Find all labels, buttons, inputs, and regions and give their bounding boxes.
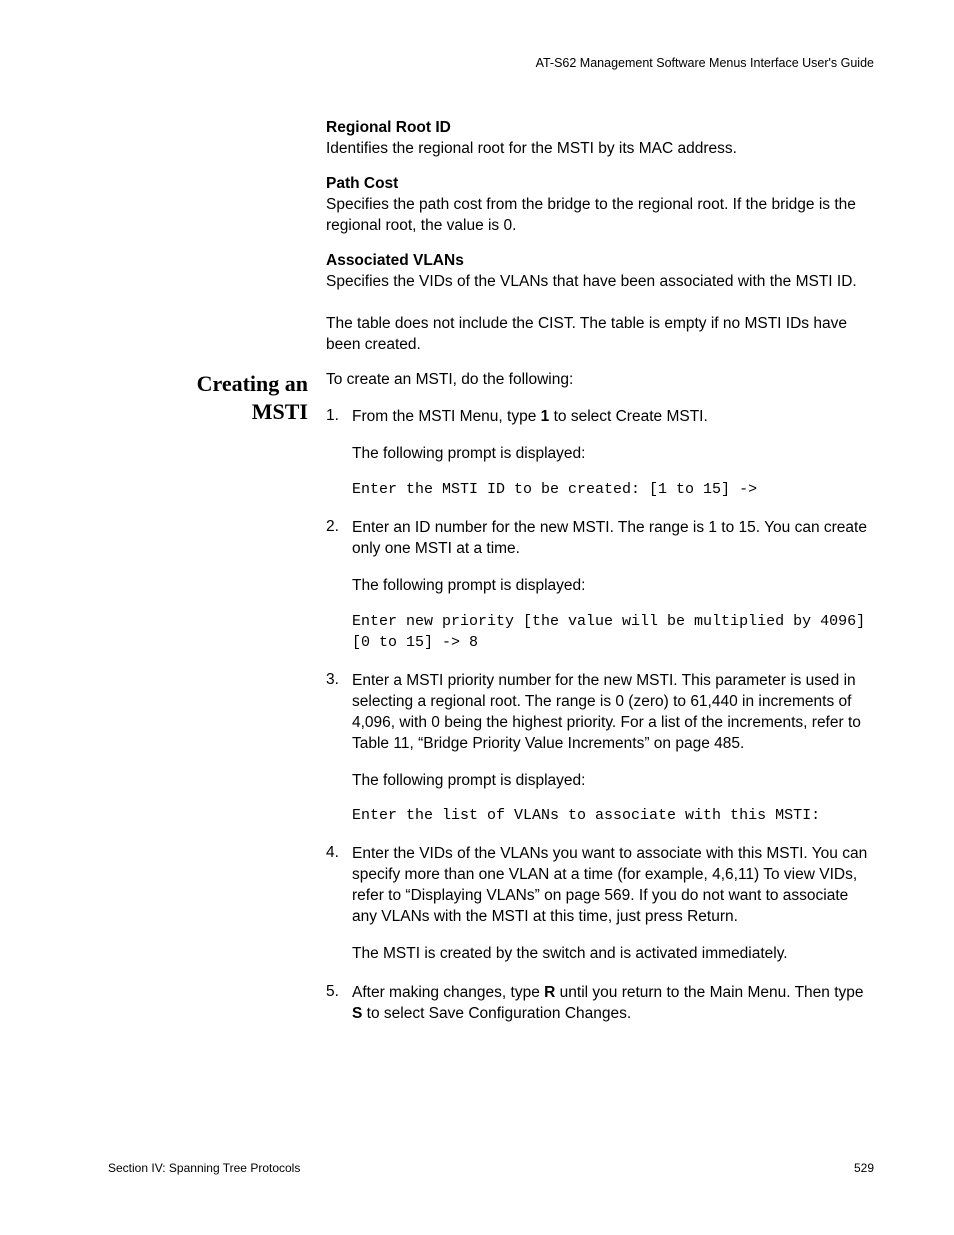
section-intro: To create an MSTI, do the following: <box>326 370 874 391</box>
step-item: Enter a MSTI priority number for the new… <box>326 671 874 827</box>
definition-block: Associated VLANs Specifies the VIDs of t… <box>326 251 874 293</box>
footer-left: Section IV: Spanning Tree Protocols <box>108 1161 300 1175</box>
step-item: Enter the VIDs of the VLANs you want to … <box>326 844 874 965</box>
note-paragraph: The table does not include the CIST. The… <box>326 314 874 356</box>
code-prompt: Enter the list of VLANs to associate wit… <box>352 805 874 826</box>
main-columns: Regional Root ID Identifies the regional… <box>108 118 874 370</box>
step-item: After making changes, type R until you r… <box>326 983 874 1025</box>
side-heading: Creating an MSTI <box>108 370 326 425</box>
step-text-mid: until you return to the Main Menu. Then … <box>555 984 863 1001</box>
guide-title: AT-S62 Management Software Menus Interfa… <box>536 56 874 70</box>
definitions-column: Regional Root ID Identifies the regional… <box>326 118 874 370</box>
step-item: Enter an ID number for the new MSTI. The… <box>326 518 874 653</box>
step-subtext: The following prompt is displayed: <box>352 444 874 465</box>
page-footer: Section IV: Spanning Tree Protocols 529 <box>108 1161 874 1175</box>
step-subtext: The following prompt is displayed: <box>352 576 874 597</box>
page-header: AT-S62 Management Software Menus Interfa… <box>108 56 874 70</box>
definition-term: Regional Root ID <box>326 118 874 139</box>
step-body: After making changes, type R until you r… <box>352 983 874 1025</box>
definition-text: Specifies the VIDs of the VLANs that hav… <box>326 272 874 293</box>
step-subtext: The following prompt is displayed: <box>352 771 874 792</box>
side-heading-line2: MSTI <box>252 399 308 424</box>
section-content: To create an MSTI, do the following: Fro… <box>326 370 874 1043</box>
creating-msti-section: Creating an MSTI To create an MSTI, do t… <box>108 370 874 1043</box>
code-prompt: Enter new priority [the value will be mu… <box>352 611 874 653</box>
definition-term: Path Cost <box>326 174 874 195</box>
definition-text: Identifies the regional root for the MST… <box>326 139 874 160</box>
step-body: Enter a MSTI priority number for the new… <box>352 671 874 755</box>
side-heading-line1: Creating an <box>197 371 308 396</box>
step-subtext: The MSTI is created by the switch and is… <box>352 944 874 965</box>
step-list: From the MSTI Menu, type 1 to select Cre… <box>326 407 874 1025</box>
step-body: Enter an ID number for the new MSTI. The… <box>352 518 874 560</box>
step-text-bold2: S <box>352 1005 362 1022</box>
page-container: AT-S62 Management Software Menus Interfa… <box>0 0 954 1235</box>
definition-block: Regional Root ID Identifies the regional… <box>326 118 874 160</box>
step-body: Enter the VIDs of the VLANs you want to … <box>352 844 874 928</box>
definition-block: Path Cost Specifies the path cost from t… <box>326 174 874 237</box>
step-text-bold: 1 <box>541 408 550 425</box>
side-column: Creating an MSTI <box>108 370 326 425</box>
step-text-pre: From the MSTI Menu, type <box>352 408 541 425</box>
definition-list: Regional Root ID Identifies the regional… <box>326 118 874 292</box>
step-text-bold: R <box>544 984 555 1001</box>
step-text-post: to select Create MSTI. <box>549 408 708 425</box>
definition-text: Specifies the path cost from the bridge … <box>326 195 874 237</box>
definition-term: Associated VLANs <box>326 251 874 272</box>
step-body: From the MSTI Menu, type 1 to select Cre… <box>352 407 874 428</box>
footer-right: 529 <box>854 1161 874 1175</box>
step-item: From the MSTI Menu, type 1 to select Cre… <box>326 407 874 500</box>
step-text-pre: After making changes, type <box>352 984 544 1001</box>
step-text-post: to select Save Configuration Changes. <box>362 1005 631 1022</box>
code-prompt: Enter the MSTI ID to be created: [1 to 1… <box>352 479 874 500</box>
